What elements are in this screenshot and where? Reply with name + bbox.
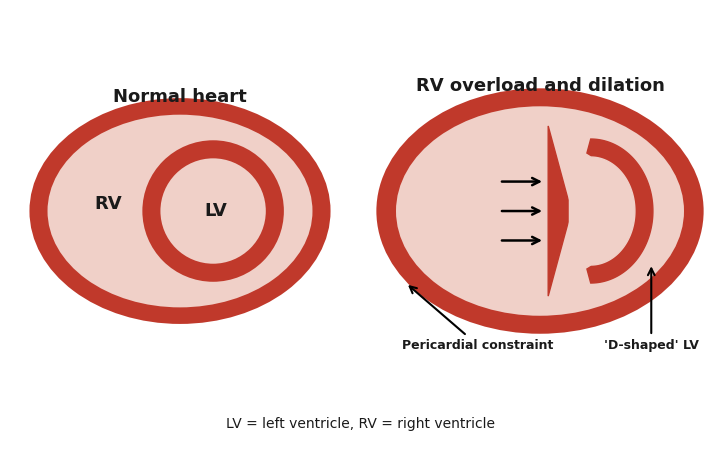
Text: LV: LV xyxy=(204,202,228,220)
Ellipse shape xyxy=(396,106,684,316)
Ellipse shape xyxy=(30,98,330,324)
Text: 'D-shaped' LV: 'D-shaped' LV xyxy=(604,269,698,352)
Circle shape xyxy=(161,158,266,264)
Ellipse shape xyxy=(377,88,703,334)
Text: LV = left ventricle, RV = right ventricle: LV = left ventricle, RV = right ventricl… xyxy=(225,417,495,431)
Text: RV: RV xyxy=(94,194,122,212)
Polygon shape xyxy=(548,126,653,296)
Text: RV overload and dilation: RV overload and dilation xyxy=(415,77,665,95)
Ellipse shape xyxy=(48,114,312,308)
Circle shape xyxy=(143,140,284,282)
Text: Pericardial constraint: Pericardial constraint xyxy=(402,286,554,352)
Text: Normal heart: Normal heart xyxy=(113,88,247,106)
Polygon shape xyxy=(570,144,635,278)
